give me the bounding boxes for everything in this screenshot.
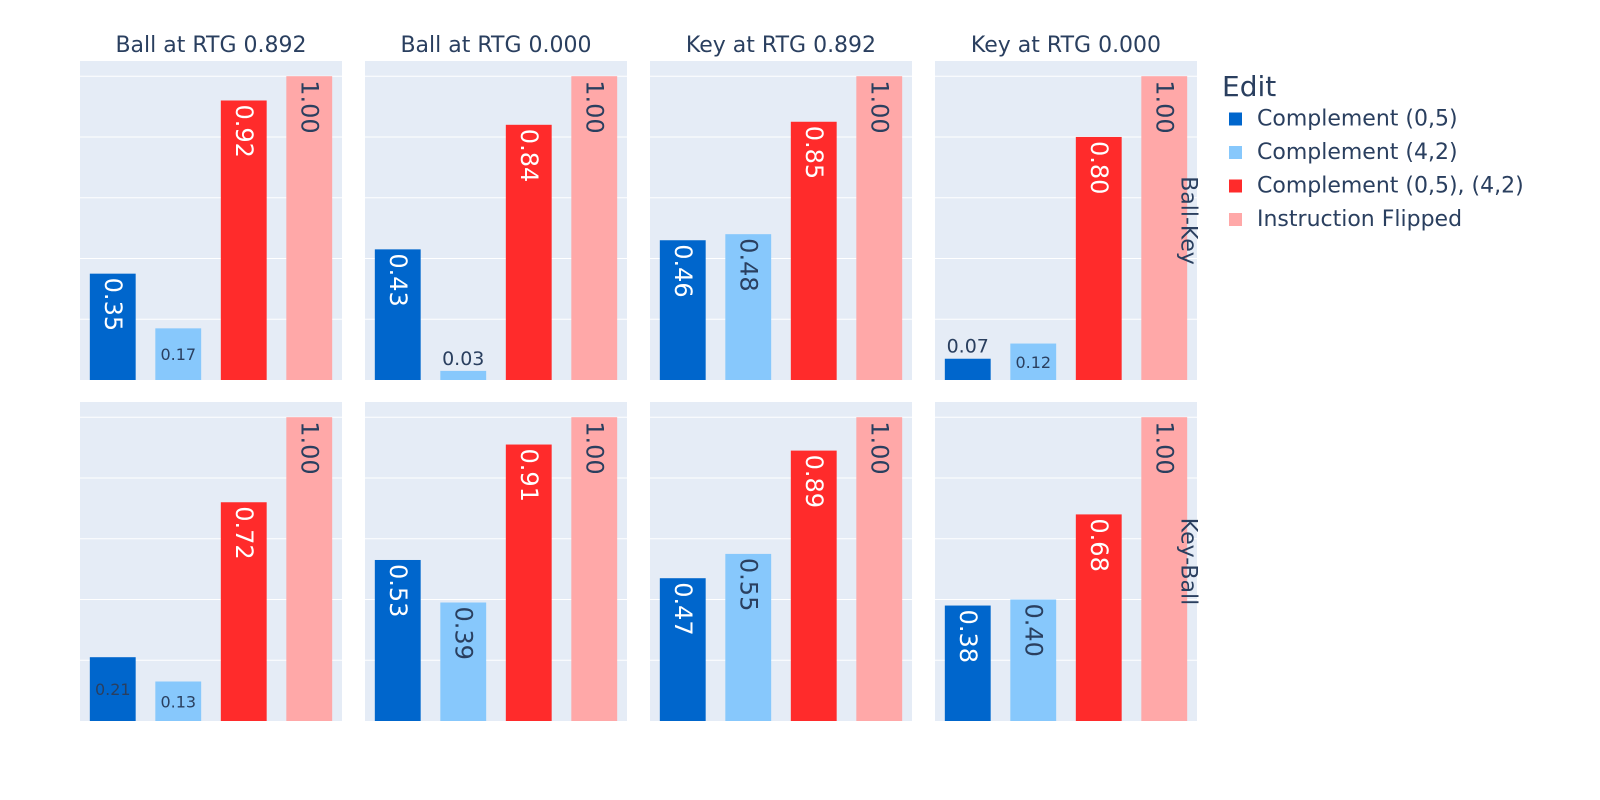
bar-label: 0.38 — [954, 610, 982, 663]
bar-ball-key-col2-series3 — [505, 124, 552, 380]
legend-label: Instruction Flipped — [1257, 207, 1462, 232]
panel-key-ball-3: 0.47 0.55 0.89 1.00 — [650, 402, 912, 721]
legend-item[interactable]: Complement (0,5) — [1229, 107, 1458, 132]
bar-ball-key-col3-series3 — [790, 121, 837, 380]
panel-ball-key-4: 0.07 0.12 0.80 1.00 — [935, 61, 1197, 380]
column-title: Key at RTG 0.892 — [686, 33, 876, 58]
column-title: Ball at RTG 0.892 — [115, 33, 306, 58]
legend-label: Complement (0,5), (4,2) — [1257, 174, 1524, 199]
bar-label: 0.17 — [160, 345, 196, 364]
bar-key-ball-col1-series1 — [89, 657, 136, 721]
legend-swatch — [1229, 213, 1242, 226]
bar-label: 0.07 — [947, 336, 989, 358]
bar-label: 0.39 — [449, 607, 477, 660]
bar-label: 0.21 — [95, 680, 131, 699]
bar-label: 1.00 — [295, 421, 323, 474]
bar-label: 1.00 — [1150, 80, 1178, 133]
bar-ball-key-col3-series1 — [659, 240, 706, 380]
bar-label: 0.92 — [230, 104, 258, 157]
panel-ball-key-2: 0.43 0.03 0.84 1.00 — [365, 61, 627, 380]
bar-label: 0.35 — [99, 278, 127, 331]
bar-label: 0.13 — [160, 692, 196, 711]
bar-label: 0.48 — [734, 238, 762, 291]
bar-ball-key-col4-series2 — [1010, 343, 1057, 380]
bar-label: 1.00 — [865, 80, 893, 133]
bar-ball-key-col1-series1 — [89, 273, 136, 380]
bar-ball-key-col4-series4 — [1141, 76, 1188, 380]
bar-key-ball-col4-series2 — [1010, 599, 1057, 721]
legend-item[interactable]: Complement (0,5), (4,2) — [1229, 174, 1524, 199]
bar-key-ball-col4-series3 — [1075, 514, 1122, 721]
bar-ball-key-col1-series3 — [220, 100, 267, 380]
bar-label: 0.91 — [515, 449, 543, 502]
column-title: Ball at RTG 0.000 — [400, 33, 591, 58]
bar-label: 0.55 — [734, 558, 762, 611]
legend-title: Edit — [1222, 70, 1276, 103]
bar-key-ball-col3-series4 — [856, 417, 903, 721]
bar-label: 0.68 — [1085, 518, 1113, 571]
bar-label: 0.72 — [230, 506, 258, 559]
panel-key-ball-4: 0.38 0.40 0.68 1.00 — [935, 402, 1197, 721]
bar-label: 0.84 — [515, 129, 543, 182]
legend-swatch — [1229, 146, 1242, 159]
bar-ball-key-col2-series4 — [571, 76, 618, 380]
bar-label: 0.12 — [1015, 353, 1051, 372]
bar-key-ball-col1-series3 — [220, 502, 267, 721]
bar-key-ball-col3-series2 — [725, 553, 772, 721]
bar-ball-key-col1-series2 — [155, 328, 202, 380]
legend: Edit Complement (0,5) Complement (4,2) Comp… — [1222, 70, 1524, 232]
bar-ball-key-col3-series2 — [725, 234, 772, 380]
column-title: Key at RTG 0.000 — [971, 33, 1161, 58]
panel-key-ball-2: 0.53 0.39 0.91 1.00 — [365, 402, 627, 721]
bar-ball-key-col4-series3 — [1075, 136, 1122, 380]
bar-label: 0.80 — [1085, 141, 1113, 194]
legend-label: Complement (0,5) — [1257, 107, 1458, 132]
panel-ball-key-3: 0.46 0.48 0.85 1.00 — [650, 61, 912, 380]
panel-ball-key-1: 0.35 0.17 0.92 1.00 — [80, 61, 342, 380]
row-title: Key-Ball — [1176, 518, 1201, 605]
bar-label: 0.40 — [1019, 603, 1047, 656]
legend-swatch — [1229, 179, 1242, 193]
bar-key-ball-col2-series2 — [440, 602, 487, 721]
legend-item[interactable]: Complement (4,2) — [1229, 140, 1458, 165]
bar-ball-key-col4-series1 — [944, 358, 991, 380]
row-title: Ball-Key — [1176, 176, 1201, 265]
bar-label: 1.00 — [865, 421, 893, 474]
bar-ball-key-col2-series2 — [440, 370, 487, 380]
bar-ball-key-col1-series4 — [286, 76, 333, 380]
bar-ball-key-col3-series4 — [856, 76, 903, 380]
bar-label: 1.00 — [580, 421, 608, 474]
panel-key-ball-1: 0.21 0.13 0.72 1.00 — [80, 402, 342, 721]
bar-key-ball-col2-series3 — [505, 444, 552, 721]
legend-swatch — [1229, 112, 1242, 126]
bar-key-ball-col1-series4 — [286, 417, 333, 721]
bar-label: 1.00 — [1150, 421, 1178, 474]
bar-ball-key-col2-series1 — [374, 249, 421, 380]
bar-key-ball-col3-series1 — [659, 578, 706, 721]
bar-label: 0.03 — [442, 348, 484, 370]
legend-label: Complement (4,2) — [1257, 140, 1458, 165]
bar-label: 0.47 — [669, 582, 697, 635]
bar-key-ball-col2-series1 — [374, 559, 421, 721]
bar-label: 0.53 — [384, 564, 412, 617]
bar-label: 0.43 — [384, 253, 412, 306]
legend-item[interactable]: Instruction Flipped — [1229, 207, 1462, 232]
bar-key-ball-col4-series1 — [944, 605, 991, 721]
bar-label: 0.85 — [800, 126, 828, 179]
bar-key-ball-col2-series4 — [571, 417, 618, 721]
bar-label: 1.00 — [580, 80, 608, 133]
bar-key-ball-col3-series3 — [790, 450, 837, 721]
bar-label: 0.46 — [669, 244, 697, 297]
bar-key-ball-col1-series2 — [155, 681, 202, 721]
bar-key-ball-col4-series4 — [1141, 417, 1188, 721]
bar-label: 0.89 — [800, 455, 828, 508]
bar-label: 1.00 — [295, 80, 323, 133]
